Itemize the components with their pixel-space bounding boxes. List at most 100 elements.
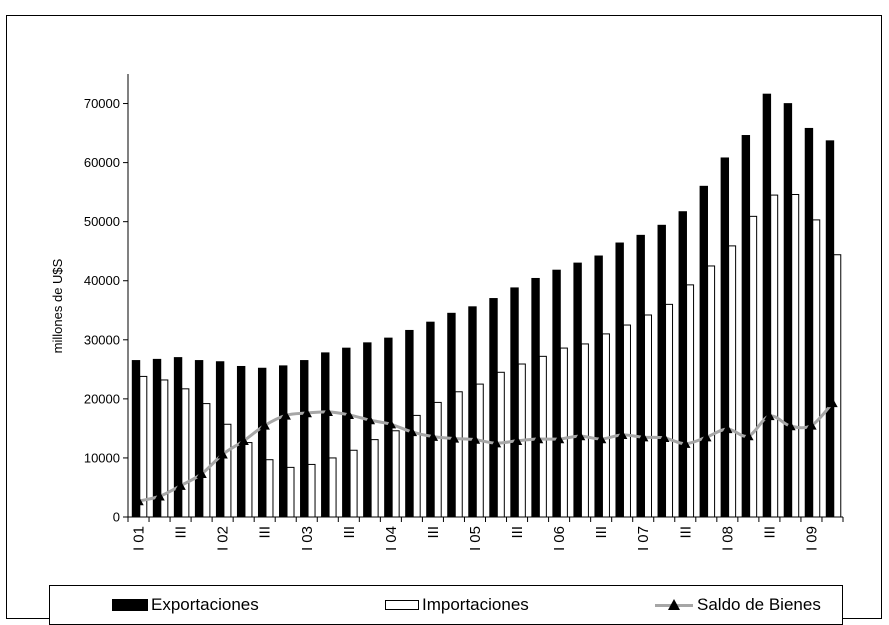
bar-exportaciones bbox=[531, 277, 540, 518]
bar-importaciones bbox=[223, 423, 232, 518]
x-tick-label: III bbox=[425, 526, 442, 539]
saldo-de-bienes-marker bbox=[511, 435, 523, 445]
x-tick-label: I 04 bbox=[383, 526, 400, 551]
x-tick-label: III bbox=[173, 526, 190, 539]
saldo-de-bienes-marker bbox=[427, 431, 439, 441]
bar-importaciones bbox=[454, 391, 463, 518]
bar-exportaciones bbox=[594, 255, 603, 518]
bar-importaciones bbox=[433, 401, 442, 518]
bar-importaciones bbox=[139, 375, 148, 518]
bar-importaciones bbox=[728, 245, 737, 518]
bar-importaciones bbox=[812, 219, 821, 518]
bar-importaciones bbox=[707, 265, 716, 518]
y-tick-label: 70000 bbox=[84, 96, 120, 111]
bar-exportaciones bbox=[657, 224, 666, 518]
saldo-de-bienes-marker bbox=[764, 410, 775, 421]
saldo-de-bienes-marker bbox=[553, 433, 565, 444]
bar-exportaciones bbox=[720, 157, 730, 518]
y-tick-label: 30000 bbox=[84, 332, 120, 347]
bar-exportaciones bbox=[363, 342, 372, 518]
saldo-de-bienes-marker bbox=[406, 426, 418, 437]
bar-importaciones bbox=[265, 459, 274, 518]
bar-exportaciones bbox=[447, 312, 456, 518]
bar-exportaciones bbox=[510, 287, 519, 518]
saldo-de-bienes-marker bbox=[238, 435, 249, 445]
legend-swatch-exportaciones bbox=[112, 599, 148, 611]
legend-swatch-saldo-de-bienes bbox=[655, 598, 693, 612]
bar-exportaciones bbox=[552, 269, 561, 518]
saldo-de-bienes-marker bbox=[638, 432, 649, 442]
bar-exportaciones bbox=[279, 365, 288, 518]
saldo-de-bienes-marker bbox=[806, 420, 817, 430]
bar-importaciones bbox=[349, 449, 358, 518]
legend-item-importaciones: Importaciones bbox=[385, 586, 529, 624]
x-tick-label: I 09 bbox=[803, 526, 820, 551]
saldo-de-bienes-line bbox=[133, 397, 838, 506]
bar-importaciones bbox=[686, 284, 695, 518]
y-tick-label: 10000 bbox=[84, 450, 120, 465]
bar-exportaciones bbox=[215, 361, 225, 518]
bar-importaciones bbox=[475, 383, 484, 518]
saldo-de-bienes-marker bbox=[659, 432, 670, 443]
x-tick-label: III bbox=[593, 526, 610, 539]
saldo-de-bienes-marker bbox=[743, 430, 754, 441]
saldo-de-bienes-marker bbox=[175, 480, 186, 490]
bar-importaciones bbox=[370, 439, 379, 518]
saldo-de-bienes-marker bbox=[532, 433, 544, 444]
bar-importaciones bbox=[328, 457, 337, 518]
bar-importaciones bbox=[202, 403, 211, 518]
saldo-de-bienes-marker bbox=[448, 433, 460, 443]
bar-importaciones bbox=[307, 463, 316, 518]
bar-exportaciones bbox=[342, 347, 351, 518]
y-tick-labels: 0 10000 20000 30000 40000 50000 60000 70000 bbox=[84, 96, 120, 524]
bar-exportaciones bbox=[173, 357, 183, 518]
saldo-de-bienes-marker bbox=[785, 420, 796, 431]
bar-importaciones bbox=[412, 414, 421, 518]
legend-label-saldo-de-bienes: Saldo de Bienes bbox=[697, 595, 821, 614]
legend-item-exportaciones: Exportaciones bbox=[112, 586, 259, 624]
chart-plot: 0 10000 20000 30000 40000 50000 60000 70000 I 0… bbox=[50, 74, 844, 551]
saldo-de-bienes-marker bbox=[343, 409, 355, 419]
y-tick-label: 50000 bbox=[84, 214, 120, 229]
bar-exportaciones bbox=[300, 360, 309, 518]
bar-exportaciones bbox=[489, 298, 498, 518]
bar-exportaciones bbox=[321, 352, 330, 518]
x-tick-label: I 08 bbox=[719, 526, 736, 551]
bar-importaciones bbox=[181, 388, 190, 518]
saldo-de-bienes-marker bbox=[301, 407, 312, 418]
bar-exportaciones bbox=[699, 185, 708, 518]
legend: Exportaciones Importaciones Saldo de Bie… bbox=[49, 585, 843, 625]
x-tick-label: I 02 bbox=[215, 526, 232, 551]
bar-exportaciones bbox=[678, 211, 687, 518]
bar-importaciones bbox=[391, 430, 400, 518]
x-tick-label: I 05 bbox=[467, 526, 484, 551]
y-axis-label: millones de U$S bbox=[50, 258, 65, 353]
bar-importaciones bbox=[644, 314, 653, 518]
bar-exportaciones bbox=[741, 135, 751, 518]
bar-exportaciones bbox=[131, 360, 141, 518]
saldo-de-bienes-marker bbox=[154, 491, 165, 501]
saldo-de-bienes-marker bbox=[722, 423, 733, 434]
saldo-de-bienes-marker bbox=[385, 419, 397, 429]
x-tick-label: III bbox=[761, 526, 778, 539]
x-tick-label: I 03 bbox=[299, 526, 316, 551]
bar-exportaciones bbox=[762, 93, 772, 518]
bar-importaciones bbox=[244, 442, 253, 518]
bar-importaciones bbox=[538, 355, 547, 518]
x-tick-label: I 07 bbox=[635, 526, 652, 551]
legend-item-saldo-de-bienes: Saldo de Bienes bbox=[655, 586, 821, 624]
saldo-de-bienes-marker bbox=[364, 414, 376, 425]
bar-importaciones bbox=[286, 466, 295, 518]
bar-exportaciones bbox=[257, 367, 267, 518]
exportaciones-bars bbox=[131, 93, 835, 518]
saldo-de-bienes-marker bbox=[133, 495, 144, 506]
x-tick-label: III bbox=[677, 526, 694, 539]
saldo-de-bienes-marker bbox=[616, 429, 628, 440]
saldo-de-bienes-marker bbox=[259, 420, 270, 430]
bar-exportaciones bbox=[804, 127, 814, 518]
bar-importaciones bbox=[622, 324, 631, 518]
bar-importaciones bbox=[160, 379, 169, 518]
y-tick-label: 40000 bbox=[84, 273, 120, 288]
bar-exportaciones bbox=[825, 140, 835, 518]
saldo-de-bienes-marker bbox=[827, 397, 838, 408]
